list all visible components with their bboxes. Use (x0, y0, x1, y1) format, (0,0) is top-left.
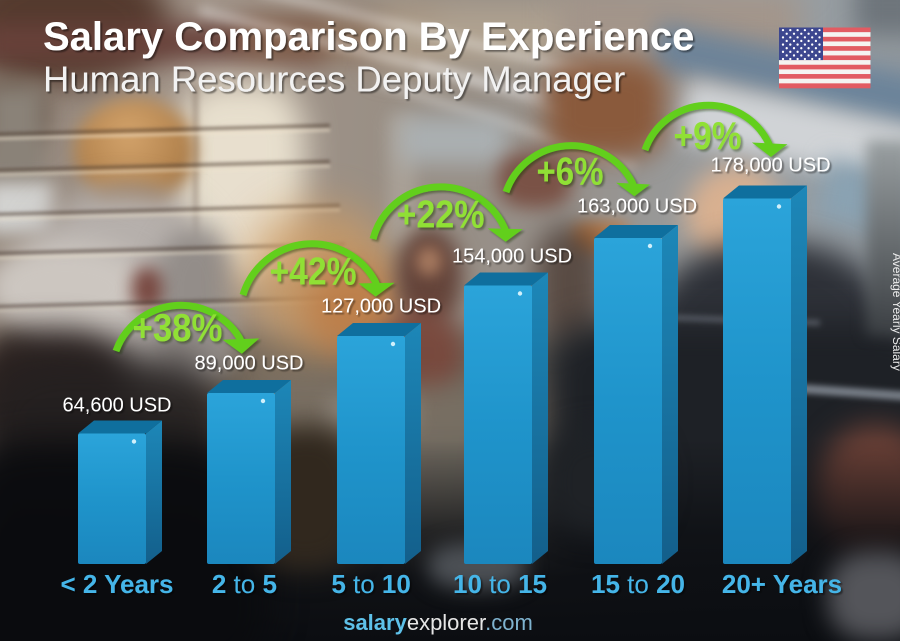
svg-text:5 to 10: 5 to 10 (331, 569, 411, 599)
svg-text:< 2 Years: < 2 Years (60, 569, 173, 599)
svg-text:127,000 USD: 127,000 USD (321, 296, 441, 318)
svg-text:Human Resources Deputy Manager: Human Resources Deputy Manager (43, 59, 625, 100)
svg-text:+22%: +22% (397, 194, 485, 237)
svg-text:2 to 5: 2 to 5 (212, 569, 277, 599)
svg-text:+9%: +9% (674, 115, 742, 158)
svg-text:64,600 USD: 64,600 USD (63, 395, 172, 417)
svg-text:178,000 USD: 178,000 USD (710, 155, 830, 177)
svg-text:+42%: +42% (270, 251, 357, 294)
svg-text:+38%: +38% (133, 307, 223, 350)
svg-text:163,000 USD: 163,000 USD (577, 196, 697, 218)
svg-text:15 to 20: 15 to 20 (591, 569, 685, 599)
svg-text:154,000 USD: 154,000 USD (452, 246, 572, 268)
svg-text:89,000 USD: 89,000 USD (195, 353, 304, 375)
svg-text:Average Yearly Salary: Average Yearly Salary (890, 253, 900, 371)
svg-text:20+ Years: 20+ Years (722, 569, 842, 599)
svg-text:Salary Comparison By Experienc: Salary Comparison By Experience (43, 15, 694, 59)
svg-text:salaryexplorer.com: salaryexplorer.com (343, 610, 533, 635)
svg-text:+6%: +6% (537, 151, 604, 194)
svg-text:10 to 15: 10 to 15 (453, 569, 547, 599)
